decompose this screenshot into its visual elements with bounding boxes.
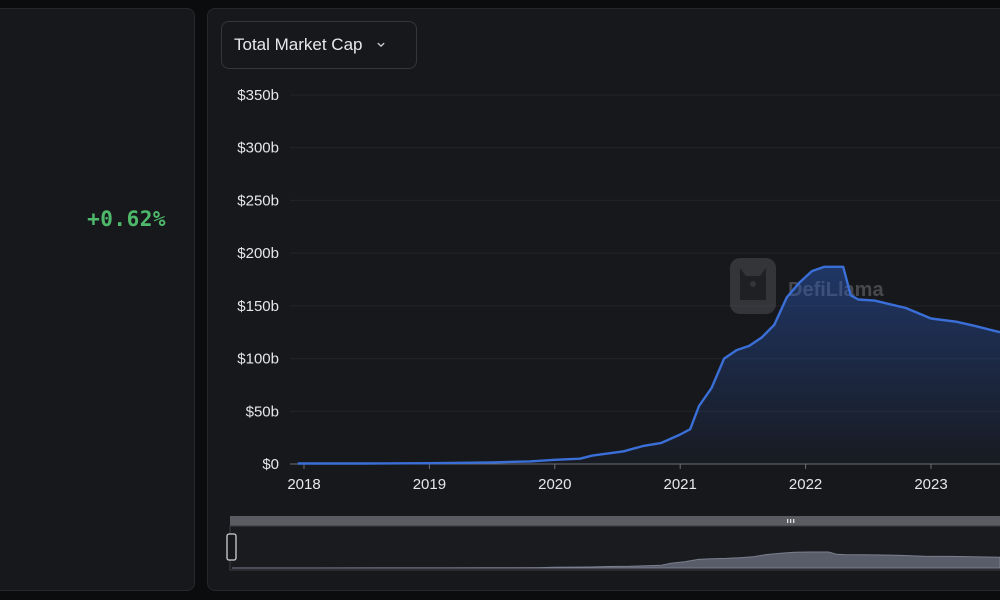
stats-panel: +0.62% <box>0 8 195 591</box>
change-percent: +0.62% <box>87 207 166 231</box>
chart-panel: Total Market Cap <box>207 8 1000 591</box>
metric-dropdown[interactable]: Total Market Cap <box>221 21 417 69</box>
metric-dropdown-label: Total Market Cap <box>234 35 363 54</box>
chevron-down-icon <box>377 42 384 47</box>
